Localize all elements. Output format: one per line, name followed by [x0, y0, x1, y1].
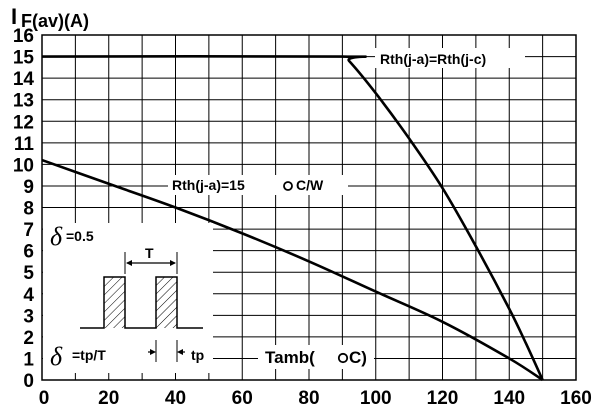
y-tick-label: 7 — [23, 220, 34, 241]
period-label: T — [145, 245, 154, 261]
duty-cycle-formula: =tp/T — [72, 347, 106, 363]
series-rth-ja-equals-rthjc-line — [41, 54, 544, 381]
degree-icon — [337, 352, 349, 364]
y-tick-label: 8 — [23, 199, 34, 220]
series-label-bg-2 — [168, 175, 348, 195]
x-tick-label: 60 — [232, 388, 253, 409]
x-tick-label: 40 — [165, 388, 186, 409]
plot-frame — [41, 34, 577, 381]
pulse-2-hatch — [156, 277, 177, 328]
pulse-width-label: tp — [191, 347, 204, 363]
y-tick-label: 13 — [13, 91, 34, 112]
y-tick-label: 10 — [13, 155, 34, 176]
series-label-bg-1 — [375, 48, 525, 68]
y-tick-label: 12 — [13, 112, 34, 133]
pulse-waveform — [80, 276, 203, 329]
delta-symbol-formula: δ — [50, 342, 63, 371]
y-tick-label: 0 — [23, 371, 34, 392]
y-tick-label: 5 — [23, 263, 34, 284]
y-tick-label: 6 — [23, 242, 34, 263]
y-tick-label: 4 — [23, 285, 34, 306]
series-label-rthja-15: Rth(j-a)=15 — [172, 177, 245, 193]
pulse-1-hatch — [104, 277, 125, 328]
y-tick-label: 3 — [23, 306, 34, 327]
y-tick-label: 14 — [13, 69, 35, 90]
y-tick-label: 1 — [23, 349, 34, 370]
x-tick-label: 80 — [298, 388, 319, 409]
y-axis-label-sub: F(av)(A) — [21, 11, 89, 31]
x-tick-label: 0 — [39, 388, 50, 409]
tp-arrowhead-left — [150, 349, 156, 355]
series-label-rthja-rthjc: Rth(j-a)=Rth(j-c) — [380, 51, 486, 67]
x-tick-label: 160 — [560, 388, 592, 409]
x-tick-label: 100 — [360, 388, 392, 409]
pulse-inset: δ =0.5 T δ =tp/T tp — [43, 222, 213, 373]
x-axis-label-unit: C) — [349, 348, 367, 367]
y-tick-label: 9 — [23, 177, 34, 198]
y-tick-label: 16 — [13, 26, 34, 47]
x-axis-label: Tamb( — [265, 348, 315, 367]
series-rth-ja-15-line — [41, 158, 544, 382]
y-tick-label: 11 — [14, 134, 35, 155]
y-tick-label: 2 — [23, 328, 34, 349]
period-arrowhead-right — [170, 260, 176, 266]
x-axis-label-bg — [258, 345, 374, 369]
period-arrowhead-left — [126, 260, 132, 266]
x-tick-label: 120 — [427, 388, 459, 409]
x-tick-label: 20 — [98, 388, 119, 409]
inset-bg — [43, 223, 213, 373]
x-tick-label: 140 — [493, 388, 525, 409]
x-tick-labels: 0 20 40 60 80 100 120 140 160 — [39, 388, 592, 409]
series-label-rthja-15-unit: C/W — [296, 177, 324, 193]
tp-arrowhead-right — [177, 349, 183, 355]
delta-symbol: δ — [50, 222, 63, 251]
degree-icon — [283, 181, 293, 191]
y-axis-label-main: I — [11, 4, 17, 29]
duty-cycle-value: =0.5 — [66, 228, 94, 244]
y-tick-label: 15 — [13, 48, 35, 69]
